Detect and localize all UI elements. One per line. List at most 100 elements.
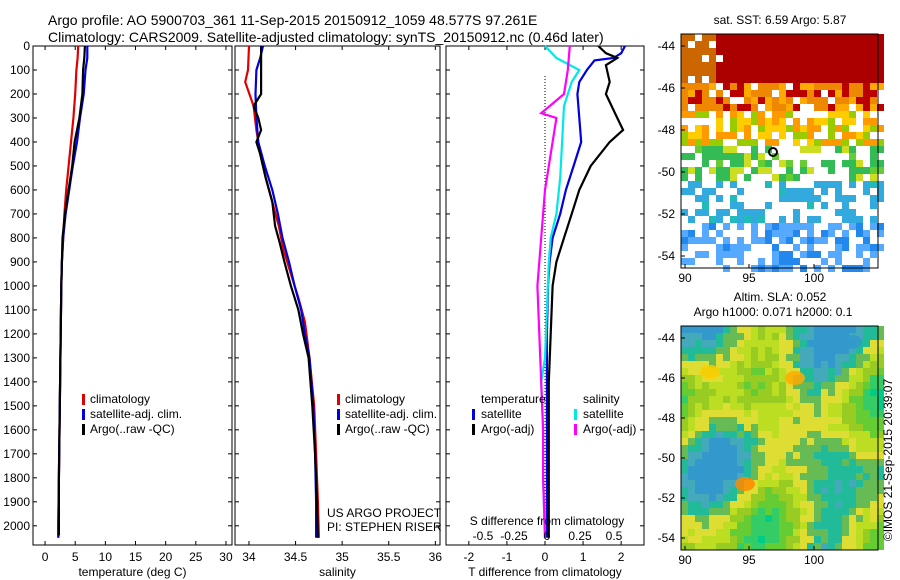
- sst-cell: [751, 223, 758, 230]
- sst-cell: [842, 209, 849, 216]
- sst-cell: [800, 160, 807, 167]
- sst-cell: [716, 174, 723, 181]
- sla-cell: [842, 494, 849, 501]
- map-y-tick-label: -50: [658, 451, 676, 465]
- sst-cell: [800, 195, 807, 202]
- sst-cell: [786, 90, 793, 97]
- sst-cell: [863, 104, 870, 111]
- sla-cell: [730, 508, 737, 515]
- sla-cell: [723, 431, 730, 438]
- legend-label: Argo(-adj): [583, 422, 636, 436]
- sla-cell: [856, 417, 863, 424]
- sla-cell: [723, 508, 730, 515]
- sla-cell: [765, 382, 772, 389]
- sla-cell: [772, 382, 779, 389]
- sst-cell: [800, 34, 807, 41]
- sla-cell: [807, 487, 814, 494]
- sla-cell: [681, 438, 688, 445]
- sla-cell: [849, 403, 856, 410]
- sla-cell: [779, 424, 786, 431]
- sst-cell: [702, 104, 709, 111]
- sst-cell: [842, 216, 849, 223]
- sst-cell: [758, 167, 765, 174]
- x-tick-label: 0: [542, 550, 549, 564]
- sla-cell: [737, 466, 744, 473]
- map-frame-2: [680, 325, 879, 551]
- sla-cell: [772, 529, 779, 536]
- map-y-tick-label: -52: [658, 491, 676, 505]
- sla-cell: [877, 431, 884, 438]
- sst-cell: [835, 90, 842, 97]
- sla-cell: [800, 480, 807, 487]
- sst-cell: [723, 34, 730, 41]
- sst-cell: [765, 76, 772, 83]
- sla-cell: [772, 410, 779, 417]
- sst-cell: [863, 41, 870, 48]
- sla-cell: [702, 438, 709, 445]
- sst-cell: [702, 139, 709, 146]
- sst-cell: [688, 34, 695, 41]
- sst-cell: [870, 118, 877, 125]
- top-tick-label: -0.5: [473, 529, 494, 543]
- sla-cell: [772, 333, 779, 340]
- sst-cell: [681, 76, 688, 83]
- sla-cell: [765, 410, 772, 417]
- sla-cell: [793, 354, 800, 361]
- sst-cell: [863, 34, 870, 41]
- sla-cell: [709, 487, 716, 494]
- sla-cell: [695, 368, 702, 375]
- sla-cell: [723, 326, 730, 333]
- sla-cell: [695, 529, 702, 536]
- sst-cell: [730, 34, 737, 41]
- sst-cell: [870, 139, 877, 146]
- sst-cell: [758, 69, 765, 76]
- sst-cell: [821, 258, 828, 265]
- sla-cell: [702, 333, 709, 340]
- sla-cell: [772, 396, 779, 403]
- sst-cell: [723, 76, 730, 83]
- sla-cell: [744, 501, 751, 508]
- sla-cell: [737, 445, 744, 452]
- depth-tick-label: 800: [10, 231, 30, 245]
- map-y-tick-label: -44: [658, 331, 676, 345]
- sst-cell: [807, 55, 814, 62]
- sst-cell: [779, 230, 786, 237]
- sst-cell: [814, 41, 821, 48]
- sla-cell: [765, 375, 772, 382]
- sst-cell: [793, 76, 800, 83]
- sla-cell: [751, 459, 758, 466]
- sla-cell: [765, 452, 772, 459]
- sla-cell: [814, 396, 821, 403]
- sla-cell: [688, 529, 695, 536]
- sla-cell: [709, 501, 716, 508]
- sla-cell: [702, 508, 709, 515]
- sst-cell: [688, 132, 695, 139]
- sla-cell: [793, 445, 800, 452]
- sla-cell: [751, 326, 758, 333]
- sst-cell: [758, 125, 765, 132]
- sla-cell: [716, 389, 723, 396]
- sst-cell: [737, 244, 744, 251]
- sla-cell: [856, 480, 863, 487]
- sla-cell: [786, 417, 793, 424]
- sst-cell: [786, 251, 793, 258]
- sst-cell: [702, 223, 709, 230]
- sst-cell: [821, 237, 828, 244]
- sst-cell: [702, 111, 709, 118]
- sla-cell: [779, 543, 786, 550]
- sst-cell: [800, 223, 807, 230]
- sla-cell: [793, 417, 800, 424]
- sst-cell: [695, 209, 702, 216]
- sla-cell: [758, 354, 765, 361]
- sst-cell: [765, 202, 772, 209]
- sst-cell: [849, 41, 856, 48]
- sla-cell: [863, 396, 870, 403]
- sla-cell: [681, 424, 688, 431]
- map-y-tick-label: -48: [658, 123, 676, 137]
- sst-cell: [730, 48, 737, 55]
- sla-cell: [821, 368, 828, 375]
- sla-cell: [835, 459, 842, 466]
- sla-cell: [779, 396, 786, 403]
- sla-cell: [870, 382, 877, 389]
- sla-cell: [695, 543, 702, 550]
